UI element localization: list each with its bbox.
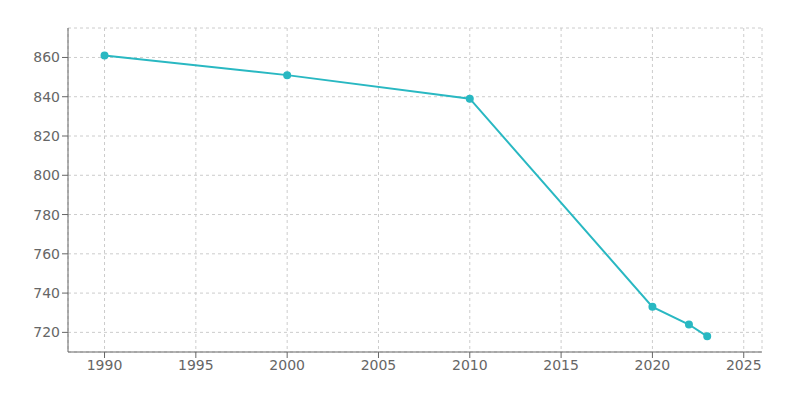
svg-text:800: 800 <box>33 167 60 183</box>
svg-text:720: 720 <box>33 324 60 340</box>
svg-text:2020: 2020 <box>635 357 671 373</box>
svg-text:2005: 2005 <box>361 357 397 373</box>
svg-text:2010: 2010 <box>452 357 488 373</box>
svg-text:1990: 1990 <box>87 357 123 373</box>
svg-text:740: 740 <box>33 285 60 301</box>
svg-text:2015: 2015 <box>543 357 579 373</box>
svg-text:860: 860 <box>33 49 60 65</box>
svg-text:1995: 1995 <box>178 357 214 373</box>
svg-text:760: 760 <box>33 246 60 262</box>
svg-text:780: 780 <box>33 207 60 223</box>
svg-text:2000: 2000 <box>269 357 305 373</box>
svg-text:820: 820 <box>33 128 60 144</box>
svg-text:2025: 2025 <box>726 357 762 373</box>
svg-text:840: 840 <box>33 89 60 105</box>
